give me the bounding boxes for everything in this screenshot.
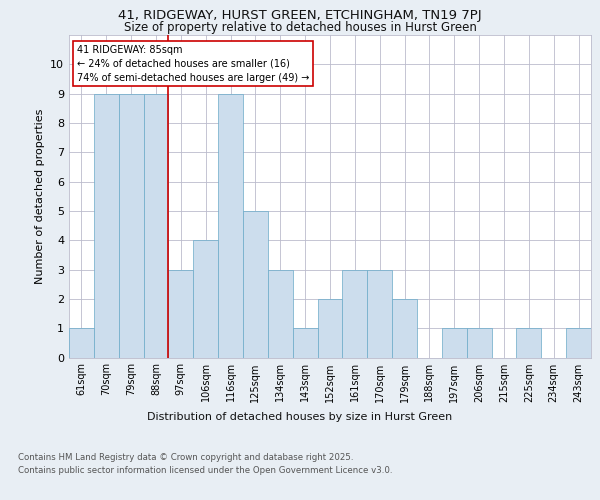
Text: 41, RIDGEWAY, HURST GREEN, ETCHINGHAM, TN19 7PJ: 41, RIDGEWAY, HURST GREEN, ETCHINGHAM, T… <box>118 9 482 22</box>
Bar <box>193 240 218 358</box>
Text: Distribution of detached houses by size in Hurst Green: Distribution of detached houses by size … <box>148 412 452 422</box>
Bar <box>69 328 94 358</box>
Bar <box>243 211 268 358</box>
Text: Contains public sector information licensed under the Open Government Licence v3: Contains public sector information licen… <box>18 466 392 475</box>
Bar <box>566 328 591 358</box>
Text: Size of property relative to detached houses in Hurst Green: Size of property relative to detached ho… <box>124 22 476 35</box>
Bar <box>218 94 243 358</box>
Bar <box>343 270 367 358</box>
Bar <box>517 328 541 358</box>
Bar <box>467 328 491 358</box>
Bar <box>317 299 343 358</box>
Text: 41 RIDGEWAY: 85sqm
← 24% of detached houses are smaller (16)
74% of semi-detache: 41 RIDGEWAY: 85sqm ← 24% of detached hou… <box>77 44 309 82</box>
Bar <box>268 270 293 358</box>
Bar <box>94 94 119 358</box>
Bar <box>367 270 392 358</box>
Y-axis label: Number of detached properties: Number of detached properties <box>35 108 44 284</box>
Bar <box>293 328 317 358</box>
Bar <box>119 94 143 358</box>
Text: Contains HM Land Registry data © Crown copyright and database right 2025.: Contains HM Land Registry data © Crown c… <box>18 452 353 462</box>
Bar <box>143 94 169 358</box>
Bar <box>392 299 417 358</box>
Bar <box>442 328 467 358</box>
Bar <box>169 270 193 358</box>
